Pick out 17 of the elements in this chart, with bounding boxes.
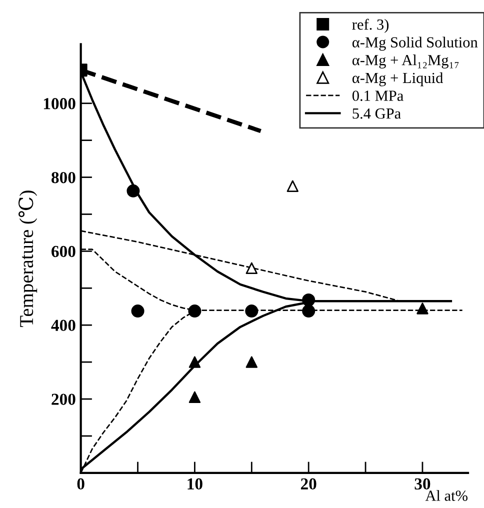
legend-label: α-Mg + Liquid — [352, 72, 444, 86]
x-axis-title: Al at% — [425, 490, 468, 501]
legend-label: α-Mg Solid Solution — [352, 36, 478, 51]
y-tick-label: 800 — [52, 172, 76, 184]
y-tick-label: 200 — [52, 394, 76, 405]
legend-label: 5.4 GPa — [352, 108, 401, 119]
legend-label: α-Mg + Al₁₂Mg₁₇ — [352, 54, 459, 68]
y-tick-label: 1000 — [44, 98, 76, 110]
x-tick-label: 20 — [300, 478, 316, 490]
x-tick-label: 10 — [188, 478, 202, 490]
y-axis-title: Temperature (℃) — [18, 190, 38, 327]
x-tick-label: 0 — [77, 478, 84, 490]
legend-label: 0.1 MPa — [352, 90, 404, 101]
y-tick-label: 600 — [52, 246, 76, 258]
x-tick-label: 30 — [414, 478, 430, 490]
legend-label: ref. 3) — [352, 18, 389, 33]
y-tick-label: 400 — [51, 320, 76, 332]
